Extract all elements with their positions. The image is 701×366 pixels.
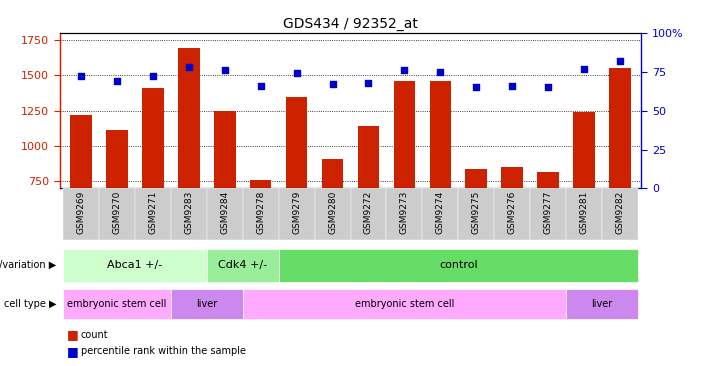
Bar <box>602 188 638 240</box>
Text: Cdk4 +/-: Cdk4 +/- <box>218 260 267 270</box>
Bar <box>530 188 566 240</box>
Text: GSM9269: GSM9269 <box>76 191 86 235</box>
Point <box>327 81 338 87</box>
Bar <box>171 289 243 318</box>
Bar <box>458 188 494 240</box>
Text: GSM9278: GSM9278 <box>256 191 265 235</box>
Text: GSM9280: GSM9280 <box>328 191 337 235</box>
Text: percentile rank within the sample: percentile rank within the sample <box>81 346 245 356</box>
Point <box>399 67 410 73</box>
Bar <box>494 188 530 240</box>
Text: liver: liver <box>591 299 613 309</box>
Text: count: count <box>81 330 108 340</box>
Text: ■: ■ <box>67 345 79 358</box>
Point <box>614 58 625 64</box>
Bar <box>358 126 379 188</box>
Bar <box>501 167 523 188</box>
Point <box>543 85 554 90</box>
Text: GSM9274: GSM9274 <box>436 191 445 234</box>
Text: GSM9275: GSM9275 <box>472 191 481 235</box>
Text: GSM9282: GSM9282 <box>615 191 625 234</box>
Bar <box>99 188 135 240</box>
Bar <box>171 188 207 240</box>
Point <box>507 83 518 89</box>
Text: embryonic stem cell: embryonic stem cell <box>355 299 454 309</box>
Bar <box>142 88 164 188</box>
Text: GSM9279: GSM9279 <box>292 191 301 235</box>
Bar <box>107 130 128 188</box>
Text: GSM9273: GSM9273 <box>400 191 409 235</box>
Text: GSM9272: GSM9272 <box>364 191 373 234</box>
Bar <box>243 289 566 318</box>
Point <box>435 69 446 75</box>
Bar <box>207 249 279 282</box>
Text: embryonic stem cell: embryonic stem cell <box>67 299 167 309</box>
Text: GSM9283: GSM9283 <box>184 191 193 235</box>
Bar <box>178 49 200 188</box>
Bar <box>315 188 350 240</box>
Bar <box>350 188 386 240</box>
Text: GSM9276: GSM9276 <box>508 191 517 235</box>
Bar <box>207 188 243 240</box>
Bar <box>537 172 559 188</box>
Point <box>470 85 482 90</box>
Bar <box>214 111 236 188</box>
Title: GDS434 / 92352_at: GDS434 / 92352_at <box>283 16 418 30</box>
Text: Abca1 +/-: Abca1 +/- <box>107 260 163 270</box>
Text: cell type ▶: cell type ▶ <box>4 299 56 309</box>
Bar <box>63 188 99 240</box>
Text: liver: liver <box>196 299 217 309</box>
Bar <box>63 249 207 282</box>
Point <box>111 78 123 84</box>
Text: genotype/variation ▶: genotype/variation ▶ <box>0 260 56 270</box>
Bar <box>430 81 451 188</box>
Bar <box>422 188 458 240</box>
Point <box>578 66 590 72</box>
Bar <box>286 97 308 188</box>
Text: GSM9284: GSM9284 <box>220 191 229 234</box>
Bar <box>135 188 171 240</box>
Bar <box>63 289 171 318</box>
Bar <box>393 81 415 188</box>
Point <box>183 64 194 70</box>
Bar <box>566 188 602 240</box>
Bar <box>566 289 638 318</box>
Bar <box>465 169 487 188</box>
Point <box>147 74 158 79</box>
Text: GSM9270: GSM9270 <box>113 191 121 235</box>
Bar <box>609 68 631 188</box>
Bar <box>386 188 422 240</box>
Bar <box>322 159 343 188</box>
Point <box>219 67 231 73</box>
Text: ■: ■ <box>67 328 79 341</box>
Text: GSM9281: GSM9281 <box>580 191 588 235</box>
Bar <box>70 115 92 188</box>
Bar <box>279 188 315 240</box>
Bar <box>250 180 271 188</box>
Point <box>291 70 302 76</box>
Text: control: control <box>439 260 477 270</box>
Bar <box>243 188 279 240</box>
Point <box>363 80 374 86</box>
Point <box>76 74 87 79</box>
Text: GSM9271: GSM9271 <box>149 191 158 235</box>
Point <box>255 83 266 89</box>
Bar <box>573 112 594 188</box>
Bar <box>279 249 638 282</box>
Text: GSM9277: GSM9277 <box>543 191 552 235</box>
